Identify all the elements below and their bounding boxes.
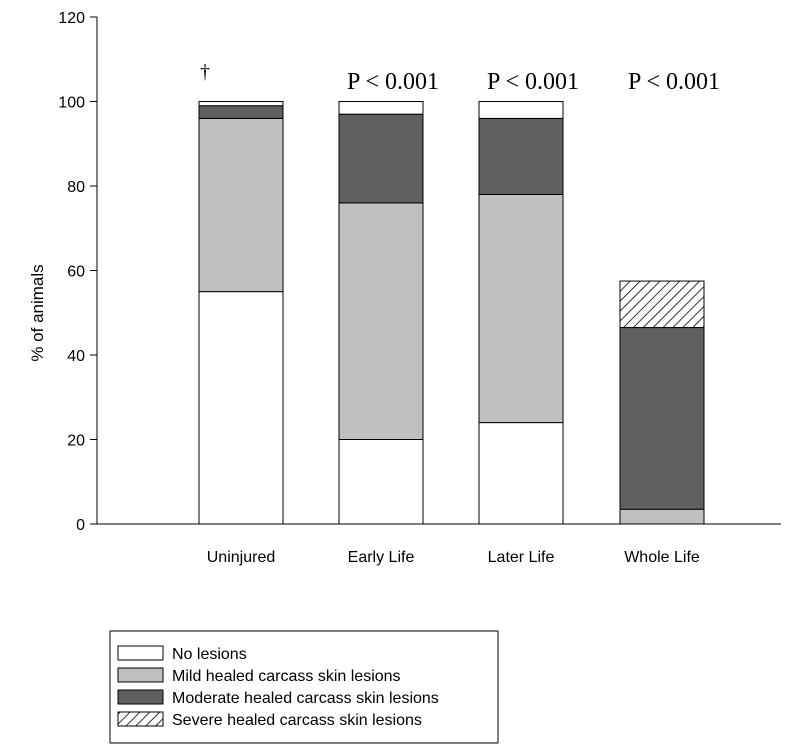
bar-segment-uninjured-moderate-healed-carcass-skin-lesions [198, 105, 284, 119]
bar-annotation: P < 0.001 [347, 69, 439, 95]
bar-annotation: † [200, 61, 210, 83]
bar-segment-later-life-no-lesions [478, 422, 564, 525]
y-tick-label: 120 [58, 10, 85, 27]
bar-segment-whole-life-mild-healed-carcass-skin-lesions [619, 508, 705, 525]
bar-segment-early-life-moderate-healed-carcass-skin-lesions [338, 113, 424, 204]
bar-annotation: P < 0.001 [628, 69, 720, 95]
bar-annotation: P < 0.001 [487, 69, 579, 95]
legend-items: No lesions Mild healed carcass skin lesio… [117, 645, 439, 729]
bar-segment-later-life-mild-healed-carcass-skin-lesions [478, 193, 564, 424]
legend-swatch-no-lesions [117, 645, 164, 661]
legend-label: Severe healed carcass skin lesions [172, 712, 422, 729]
x-tick-label: Later Life [488, 549, 555, 566]
bars-layer [198, 101, 705, 525]
legend-box [109, 630, 499, 744]
legend: No lesions Mild healed carcass skin lesio… [109, 630, 499, 744]
legend-swatch-moderate-healed-carcass-skin-lesions [117, 689, 164, 705]
legend-label: Mild healed carcass skin lesions [172, 668, 401, 685]
y-tick-label: 40 [67, 348, 85, 365]
bar-segment-early-life-no-lesions [338, 439, 424, 525]
bar-segment-whole-life-severe-healed-carcass-skin-lesions [619, 280, 705, 329]
y-tick-label: 20 [67, 433, 85, 450]
bar-segment-whole-life-moderate-healed-carcass-skin-lesions [619, 327, 705, 510]
legend-label: No lesions [172, 646, 247, 663]
bar-segment-later-life-top [478, 101, 564, 119]
legend-swatch-mild-healed-carcass-skin-lesions [117, 667, 164, 683]
bar-segment-uninjured-mild-healed-carcass-skin-lesions [198, 117, 284, 293]
y-axis-label: % of animals [28, 264, 47, 361]
y-tick-label: 100 [58, 95, 85, 112]
axes-layer: 0 20 40 60 80 100 120 Uninjured Early Life Later … [58, 10, 781, 566]
x-tick-label: Uninjured [207, 549, 275, 566]
annotations-layer: † P < 0.001 P < 0.001 P < 0.001 [200, 61, 720, 95]
bar-segment-later-life-moderate-healed-carcass-skin-lesions [478, 117, 564, 195]
bar-segment-uninjured-no-lesions [198, 291, 284, 525]
legend-label: Moderate healed carcass skin lesions [172, 690, 439, 707]
bar-segment-early-life-top [338, 101, 424, 115]
y-tick-label: 0 [76, 517, 85, 534]
y-tick-label: 80 [67, 179, 85, 196]
y-tick-label: 60 [67, 264, 85, 281]
bar-segment-early-life-mild-healed-carcass-skin-lesions [338, 202, 424, 440]
legend-swatch-severe-healed-carcass-skin-lesions [117, 711, 164, 727]
x-tick-label: Early Life [348, 549, 415, 566]
bar-segment-uninjured-top [198, 101, 284, 107]
x-tick-label: Whole Life [624, 549, 700, 566]
